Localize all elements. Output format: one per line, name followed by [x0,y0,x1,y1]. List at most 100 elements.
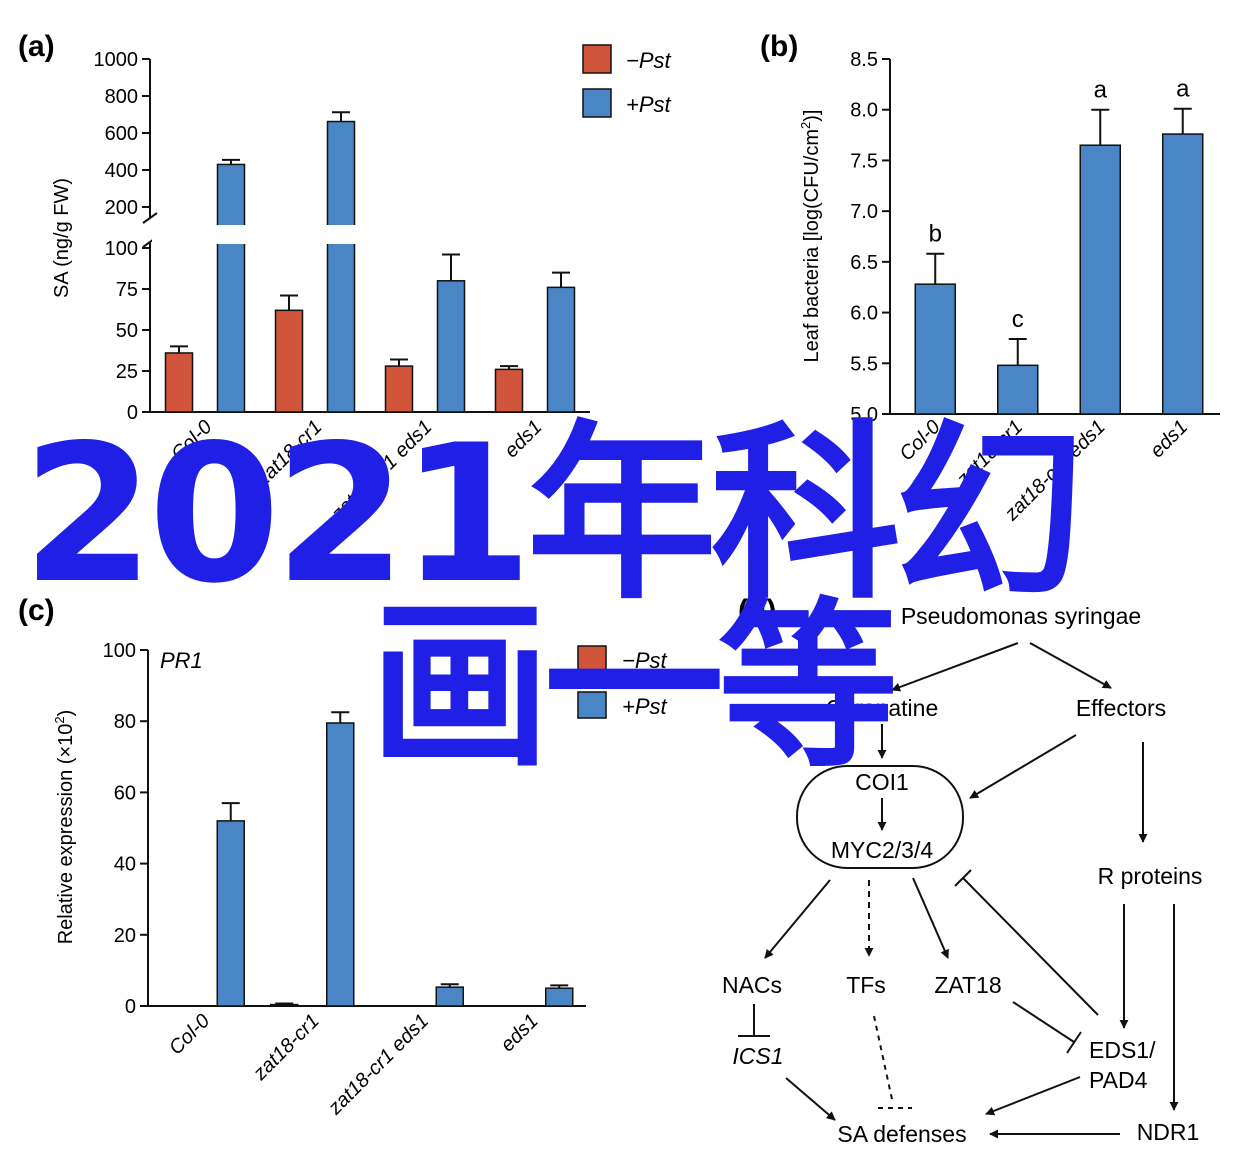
bar-plus-pst [546,286,576,413]
edge-zat18-eds1-inhibit-bar [1066,1031,1082,1054]
panel-c-ylabel-sup: 2 [52,716,67,723]
significance-letter: a [1094,77,1108,104]
bar [1079,144,1121,415]
y-tick-label: 5.5 [850,353,878,375]
edge-tfs-sa-inhibit [873,1015,894,1105]
y-tick-label: 80 [114,711,136,733]
y-tick-label: 200 [105,197,138,219]
bar-minus-pst [494,368,524,413]
category-label: zat18-cr1 eds1 [327,416,437,526]
edge-myc-nacs [764,879,831,959]
node-sa-defenses: SA defenses [837,1121,966,1147]
bar-minus-pst [274,309,304,413]
panel-b-ylabel-main: Leaf bacteria [log(CFU/cm [801,129,823,362]
bar-plus-pst [216,163,246,413]
y-tick-label: 50 [116,320,138,342]
category-label: Col-0 [167,416,216,465]
node-coronatine: Coronatine [826,695,939,721]
panel-d-label: (d) [738,594,776,627]
node-ics1: ICS1 [732,1043,783,1069]
significance-letter: b [929,221,942,248]
bar [1162,133,1204,415]
y-tick-label: 1000 [94,49,139,71]
panel-b-label: (b) [760,30,798,63]
edge-zat18-eds1-inhibit [1012,1001,1075,1043]
panel-c-ylabel: Relative expression (×102) [52,710,77,945]
panel-c-title: PR1 [160,648,203,673]
y-tick-label: 25 [116,361,138,383]
axis-break-mark [142,212,158,224]
category-label: zat18-cr1 [249,1010,324,1085]
y-tick-label: 75 [116,279,138,301]
bar-minus-pst [164,352,194,413]
panel-c-label: (c) [18,594,55,627]
node-effectors: Effectors [1076,695,1166,721]
legend-label-plus: +Pst [626,92,672,117]
panel-a-legend: −Pst +Pst [582,44,672,118]
category-label: eds1 [1146,416,1192,462]
panel-c-chart: (c) PR1 Relative expression (×102) 0 20 40… [18,594,668,1120]
y-tick-label: 6.5 [850,252,878,274]
y-tick-label: 400 [105,160,138,182]
edge-pst-coronatine [891,642,1019,692]
legend-label-minus: −Pst [626,48,672,73]
diagram-edges [738,642,1179,1139]
y-tick-label: 0 [125,996,136,1018]
node-coi1-myc-box [796,765,964,869]
legend-swatch-minus [582,44,612,74]
panel-c-ylabel-main: Relative expression (×10 [55,724,77,945]
node-ndr1: NDR1 [1137,1119,1200,1145]
y-tick-label: 7.0 [850,201,878,223]
legend-swatch-plus [577,691,607,719]
category-label: zat18-cr1 [952,416,1027,491]
panel-a-label: (a) [18,30,55,63]
category-label: zat18-cr1 [251,416,326,491]
panel-d-diagram: (d) Pseudomonas syringae Coronatine Effe… [722,594,1202,1147]
bar-minus-pst [384,365,414,413]
edge-pst-effectors [1029,642,1112,689]
y-tick-label: 100 [103,640,136,662]
panel-b-ylabel-end: )] [801,110,823,122]
category-label: eds1 [500,416,546,462]
edge-eds1-sa [985,1076,1081,1116]
y-tick-label: 8.5 [850,49,878,71]
y-tick-label: 800 [105,86,138,108]
bar-plus-pst [545,987,574,1007]
y-tick-label: 600 [105,123,138,145]
legend-label-plus: +Pst [622,694,668,719]
category-label: eds1 [497,1010,543,1056]
bar-plus-pst [216,820,245,1007]
bar-plus-pst [435,986,464,1007]
panel-a-category-labels: Col-0 zat18-cr1 zat18-cr1 eds1 eds1 [167,416,546,526]
y-tick-label: 60 [114,782,136,804]
y-tick-label: 0 [127,402,138,424]
panel-c-category-labels: Col-0 zat18-cr1 zat18-cr1 eds1 eds1 [165,1010,543,1120]
legend-swatch-plus [582,88,612,118]
panel-b-chart: (b) Leaf bacteria [log(CFU/cm2)] 5.0 5.5 6… [760,30,1220,526]
node-r-proteins: R proteins [1098,863,1203,889]
edge-eds1-myc-inhibit-bar [954,869,972,887]
node-pseudomonas: Pseudomonas syringae [901,603,1141,629]
node-nacs: NACs [722,972,782,998]
y-tick-label: 20 [114,925,136,947]
node-zat18: ZAT18 [934,972,1001,998]
panel-a-chart: (a) SA (ng/g FW) 0 25 50 75 100 200 400 600 800 1… [18,30,672,526]
bar [997,364,1039,415]
category-label: zat18-cr1 eds1 [323,1010,433,1120]
y-tick-label: 6.0 [850,303,878,325]
legend-swatch-minus [577,645,607,673]
y-tick-label: 8.0 [850,100,878,122]
bar [914,283,956,415]
node-myc: MYC2/3/4 [831,837,933,863]
category-label: Col-0 [895,416,944,465]
node-tfs: TFs [846,972,886,998]
y-tick-label: 5.0 [850,404,878,426]
edge-effectors-coi1 [969,734,1077,799]
legend-label-minus: −Pst [622,648,668,673]
bar-plus-pst [326,120,356,413]
panel-c-legend: −Pst +Pst [577,645,668,719]
significance-letter: a [1176,76,1190,103]
panel-b-bars: b c a a [914,76,1204,415]
